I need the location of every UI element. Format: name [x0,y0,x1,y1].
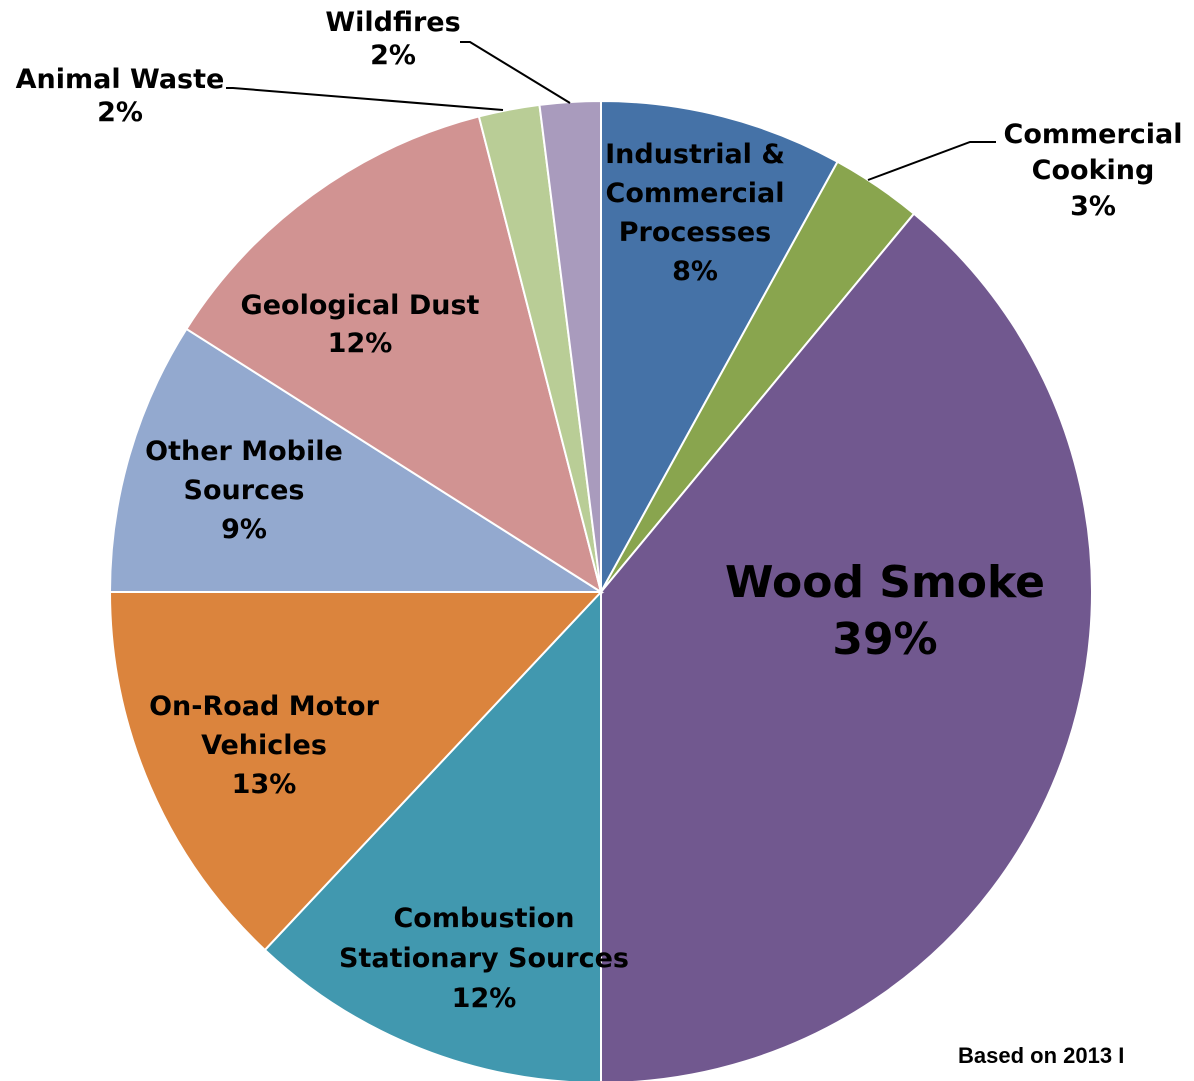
slice-percent: 12% [452,983,517,1014]
slice-label-line: Other Mobile [145,436,343,467]
slice-labels: Industrial & Commercial Processes 8% Commerc… [16,7,1183,1014]
slice-label-line: Vehicles [201,730,327,761]
slice-label-9: Wildfires 2% [325,7,460,71]
slice-percent: 39% [832,614,937,665]
leader-line-9 [460,41,571,104]
slice-percent: 2% [370,40,416,71]
slice-label-8: Animal Waste 2% [16,64,225,128]
leader-line-8 [226,87,504,111]
slice-label-line: Commercial [606,178,785,209]
slice-label-line: Combustion [393,903,574,934]
pie-slices [108,99,1093,1081]
slice-label-line: Industrial & [605,139,785,170]
pie-slice-1 [600,99,839,593]
slice-percent: 12% [328,328,393,359]
slice-label-line: Sources [184,475,305,506]
slice-label-2: Commercial Cooking 3% [1004,119,1183,222]
slice-percent: 3% [1070,191,1116,222]
slice-percent: 9% [221,514,267,545]
pie-slice-4 [263,589,602,1081]
slice-label-7: Geological Dust 12% [241,290,480,359]
slice-percent: 8% [672,256,718,287]
pie-slice-3 [600,212,1093,1081]
leader-lines [226,41,996,181]
source-note: Based on 2013 I [958,1043,1124,1068]
pie-slice-5 [108,591,604,952]
slice-percent: 13% [232,769,297,800]
slice-label-line: Animal Waste [16,64,225,95]
slice-label-4: Combustion Stationary Sources 12% [339,903,629,1014]
pie-slice-7 [185,115,603,595]
leader-line-2 [867,141,996,181]
slice-label-5: On-Road Motor Vehicles 13% [149,691,380,800]
slice-label-line: Commercial [1004,119,1183,150]
slice-label-6: Other Mobile Sources 9% [145,436,343,545]
slice-label-line: Wood Smoke [725,557,1045,608]
slice-label-1: Industrial & Commercial Processes 8% [605,139,785,287]
slice-label-line: Processes [619,217,772,248]
slice-label-line: Cooking [1032,155,1155,186]
slice-label-line: On-Road Motor [149,691,380,722]
slice-label-line: Stationary Sources [339,943,629,974]
slice-label-line: Geological Dust [241,290,480,321]
pie-slice-6 [108,327,605,593]
slice-label-line: Wildfires [325,7,460,38]
slice-percent: 2% [97,97,143,128]
slice-label-3: Wood Smoke 39% [725,557,1045,665]
